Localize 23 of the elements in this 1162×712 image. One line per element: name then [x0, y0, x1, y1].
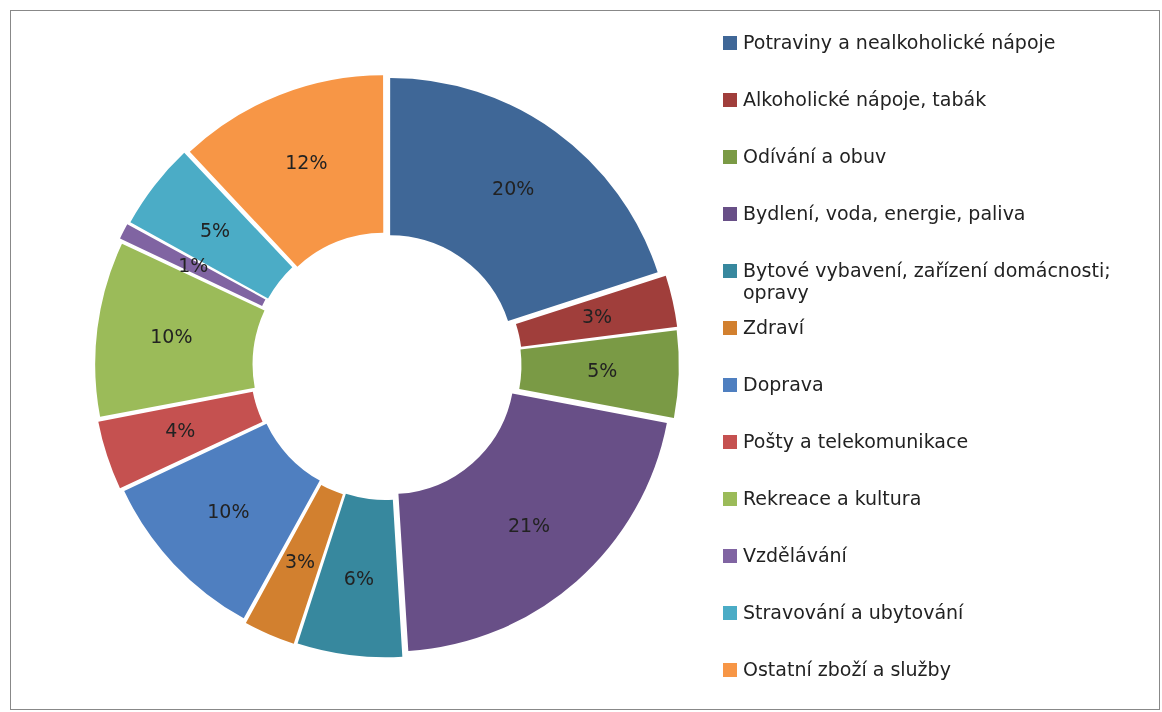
- data-label: 5%: [200, 219, 231, 242]
- data-label: 6%: [343, 566, 374, 589]
- data-label: 3%: [285, 550, 316, 573]
- legend-label: Bytové vybavení, zařízení domácnosti; opravy: [743, 259, 1112, 303]
- data-label: 21%: [507, 514, 551, 537]
- legend-label: Alkoholické nápoje, tabák: [743, 88, 987, 110]
- data-label: 12%: [285, 150, 328, 173]
- legend-label: Vzdělávání: [743, 544, 847, 566]
- legend-label: Zdraví: [743, 316, 805, 338]
- legend-label: Pošty a telekomunikace: [743, 430, 969, 452]
- data-label: 4%: [165, 418, 196, 441]
- legend-label: Stravování a ubytování: [743, 601, 964, 623]
- legend-label: Doprava: [743, 373, 824, 395]
- data-label: 10%: [150, 324, 193, 347]
- legend-label: Potraviny a nealkoholické nápoje: [743, 31, 1056, 53]
- legend-label: Odívání a obuv: [743, 145, 887, 167]
- legend-label: Rekreace a kultura: [743, 487, 922, 509]
- data-label: 3%: [582, 304, 613, 327]
- data-label: 20%: [492, 176, 535, 199]
- legend-label: Bydlení, voda, energie, paliva: [743, 202, 1026, 224]
- legend-label: Ostatní zboží a služby: [743, 658, 951, 680]
- data-label: 5%: [587, 358, 618, 381]
- data-label: 10%: [207, 500, 250, 523]
